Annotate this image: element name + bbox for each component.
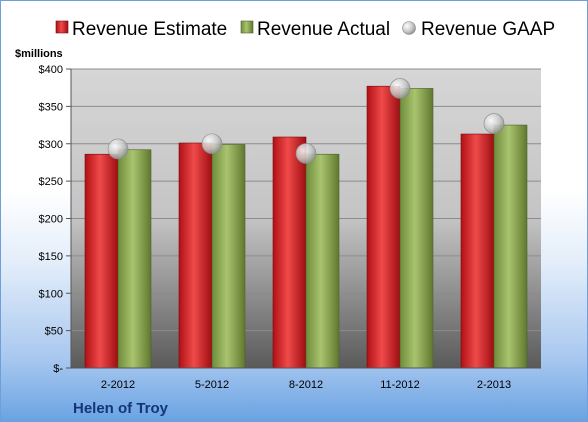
legend-gaap-marker <box>402 21 416 35</box>
bar-revenue-estimate <box>460 133 495 369</box>
bar-revenue-estimate <box>84 153 119 369</box>
y-tick-label: $400 <box>39 64 63 76</box>
legend-estimate-label: Revenue Estimate <box>72 19 227 40</box>
bar-revenue-actual <box>399 88 434 369</box>
legend: Revenue Estimate Revenue Actual Revenue … <box>55 19 555 40</box>
x-axis-ticks: 2-2012 5-2012 8-2012 11-2012 2-2013 <box>71 367 541 391</box>
y-tick-label: $100 <box>39 288 63 300</box>
bars <box>84 85 528 369</box>
y-axis-ticks: $- $50 $100 $150 $200 $250 $300 $350 $400 <box>39 64 72 375</box>
legend-actual-swatch <box>240 20 254 34</box>
marker-revenue-gaap <box>483 113 505 134</box>
y-tick-label: $50 <box>45 326 63 338</box>
y-units-label: $millions <box>15 48 63 60</box>
marker-revenue-gaap <box>107 138 129 160</box>
x-tick-label: 2-2012 <box>101 379 135 391</box>
bar-revenue-estimate <box>272 136 307 369</box>
bar-revenue-actual <box>117 149 152 369</box>
marker-revenue-gaap <box>389 78 411 99</box>
y-tick-label: $150 <box>39 251 63 263</box>
x-tick-label: 8-2012 <box>289 379 323 391</box>
company-name: Helen of Troy <box>73 400 169 417</box>
x-tick-label: 11-2012 <box>380 379 420 391</box>
bar-revenue-estimate <box>178 142 213 369</box>
y-tick-label: $350 <box>39 101 63 113</box>
marker-revenue-gaap <box>201 133 223 155</box>
legend-estimate-swatch <box>55 20 69 34</box>
y-tick-label: $250 <box>39 176 63 188</box>
bar-revenue-actual <box>305 153 340 369</box>
marker-revenue-gaap <box>295 143 317 164</box>
legend-actual-label: Revenue Actual <box>257 19 390 40</box>
y-tick-label: $200 <box>39 214 63 226</box>
bar-revenue-estimate <box>366 85 401 369</box>
y-tick-label: $300 <box>39 139 63 151</box>
x-tick-label: 5-2012 <box>195 379 229 391</box>
gaap-markers <box>107 78 505 164</box>
y-tick-label: $- <box>53 363 63 375</box>
x-tick-label: 2-2013 <box>477 379 511 391</box>
bar-revenue-actual <box>493 124 528 369</box>
bar-revenue-actual <box>211 144 246 369</box>
legend-gaap-label: Revenue GAAP <box>421 19 555 40</box>
